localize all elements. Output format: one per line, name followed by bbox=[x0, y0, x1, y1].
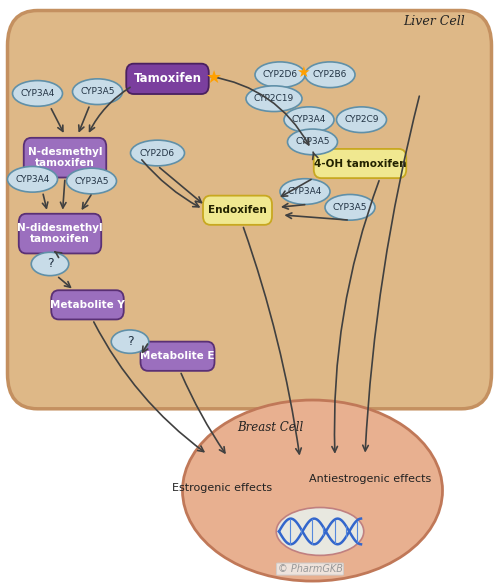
Text: CYP3A5: CYP3A5 bbox=[80, 87, 115, 96]
Text: ?: ? bbox=[46, 258, 54, 270]
Text: ★: ★ bbox=[206, 69, 222, 87]
Text: CYP2B6: CYP2B6 bbox=[313, 70, 347, 79]
FancyBboxPatch shape bbox=[24, 138, 106, 178]
Text: CYP3A4: CYP3A4 bbox=[292, 115, 326, 124]
Ellipse shape bbox=[276, 507, 364, 555]
FancyBboxPatch shape bbox=[52, 290, 124, 319]
Text: ★: ★ bbox=[296, 65, 310, 80]
Text: CYP2D6: CYP2D6 bbox=[262, 70, 298, 79]
Text: Breast Cell: Breast Cell bbox=[237, 421, 303, 434]
FancyBboxPatch shape bbox=[18, 214, 101, 253]
Ellipse shape bbox=[111, 330, 149, 353]
Ellipse shape bbox=[8, 166, 58, 192]
Text: Liver Cell: Liver Cell bbox=[403, 15, 465, 28]
Ellipse shape bbox=[130, 140, 184, 166]
FancyBboxPatch shape bbox=[140, 342, 214, 371]
Ellipse shape bbox=[72, 79, 122, 105]
Text: CYP3A4: CYP3A4 bbox=[288, 187, 322, 196]
Ellipse shape bbox=[31, 252, 69, 276]
Ellipse shape bbox=[246, 86, 302, 112]
FancyBboxPatch shape bbox=[8, 11, 492, 409]
Text: N-didesmethyl
tamoxifen: N-didesmethyl tamoxifen bbox=[17, 223, 103, 244]
Ellipse shape bbox=[255, 62, 305, 88]
FancyBboxPatch shape bbox=[126, 64, 209, 94]
Text: CYP2C9: CYP2C9 bbox=[344, 115, 379, 124]
Text: Endoxifen: Endoxifen bbox=[208, 205, 267, 215]
Text: Estrogenic effects: Estrogenic effects bbox=[172, 482, 272, 493]
Text: Metabolite Y: Metabolite Y bbox=[50, 300, 125, 310]
Text: ?: ? bbox=[126, 335, 134, 348]
Text: N-desmethyl
tamoxifen: N-desmethyl tamoxifen bbox=[28, 147, 102, 168]
Ellipse shape bbox=[12, 81, 62, 106]
FancyBboxPatch shape bbox=[314, 149, 406, 178]
Text: 4-OH tamoxifen: 4-OH tamoxifen bbox=[314, 158, 406, 169]
FancyBboxPatch shape bbox=[203, 196, 272, 225]
Text: CYP2D6: CYP2D6 bbox=[140, 148, 175, 158]
Ellipse shape bbox=[305, 62, 355, 88]
Ellipse shape bbox=[336, 107, 386, 133]
Ellipse shape bbox=[288, 129, 338, 155]
Text: Antiestrogenic effects: Antiestrogenic effects bbox=[309, 474, 431, 484]
Ellipse shape bbox=[66, 168, 116, 194]
Ellipse shape bbox=[182, 400, 442, 581]
Ellipse shape bbox=[325, 194, 375, 220]
Text: CYP2C19: CYP2C19 bbox=[254, 94, 294, 103]
Ellipse shape bbox=[284, 107, 334, 133]
Text: CYP3A4: CYP3A4 bbox=[20, 89, 54, 98]
Text: CYP3A5: CYP3A5 bbox=[74, 176, 109, 186]
Text: Tamoxifen: Tamoxifen bbox=[134, 72, 202, 85]
Ellipse shape bbox=[280, 179, 330, 204]
Text: Metabolite E: Metabolite E bbox=[140, 351, 215, 361]
Text: CYP3A5: CYP3A5 bbox=[333, 203, 367, 212]
Text: CYP3A5: CYP3A5 bbox=[295, 137, 330, 147]
Text: CYP3A4: CYP3A4 bbox=[16, 175, 50, 184]
Text: © PharmGKB: © PharmGKB bbox=[278, 564, 342, 574]
